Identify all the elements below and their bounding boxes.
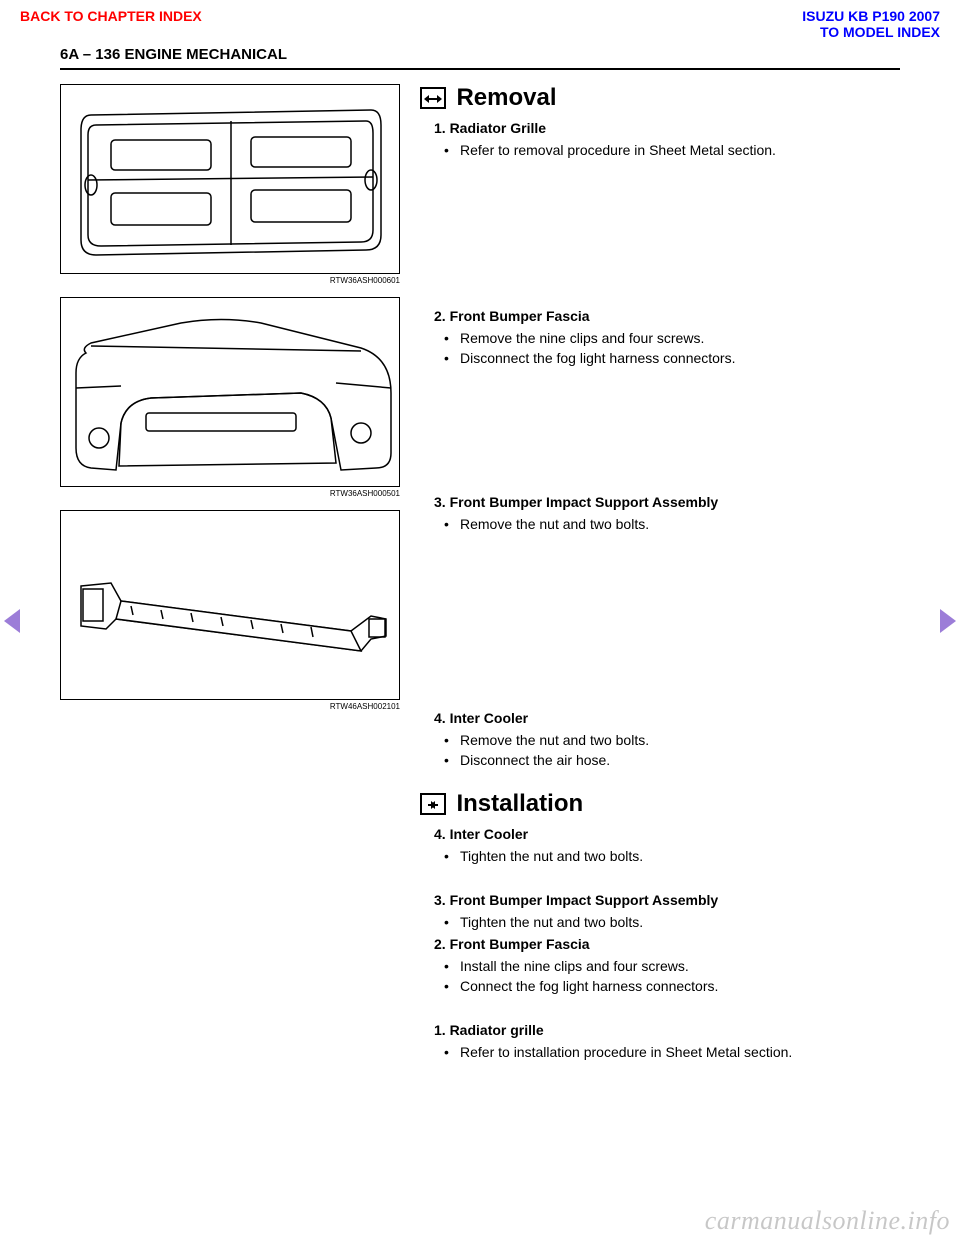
watermark: carmanualsonline.info — [705, 1206, 950, 1236]
text-column: Removal 1. Radiator Grille Refer to remo… — [420, 84, 900, 1064]
step-bullet: Disconnect the air hose. — [460, 752, 900, 768]
step-bullet: Install the nine clips and four screws. — [460, 958, 900, 974]
step-bullet: Refer to installation procedure in Sheet… — [460, 1044, 900, 1060]
page-header: 6A – 136 ENGINE MECHANICAL — [60, 46, 900, 70]
step-title: 4. Inter Cooler — [434, 710, 900, 726]
removal-title: Removal — [456, 84, 556, 112]
model-links: ISUZU KB P190 2007 TO MODEL INDEX — [802, 8, 940, 40]
step-bullet: Refer to removal procedure in Sheet Meta… — [460, 142, 900, 158]
radiator-grille-illustration — [61, 85, 400, 274]
step-title: 3. Front Bumper Impact Support Assembly — [434, 494, 900, 510]
figure-impact-support — [60, 510, 400, 700]
step-title: 3. Front Bumper Impact Support Assembly — [434, 892, 900, 908]
installation-title: Installation — [456, 790, 583, 818]
step-bullet: Remove the nut and two bolts. — [460, 516, 900, 532]
step-bullet: Remove the nut and two bolts. — [460, 732, 900, 748]
step-title: 2. Front Bumper Fascia — [434, 936, 900, 952]
figure-radiator-grille — [60, 84, 400, 274]
figure-caption: RTW36ASH000601 — [60, 276, 400, 285]
removal-icon — [420, 87, 446, 109]
page-header-text: 6A – 136 ENGINE MECHANICAL — [60, 46, 287, 63]
step-bullet: Disconnect the fog light harness connect… — [460, 350, 900, 366]
removal-heading: Removal — [420, 84, 900, 112]
main-columns: RTW36ASH000601 — [60, 84, 900, 1064]
top-nav: BACK TO CHAPTER INDEX ISUZU KB P190 2007… — [20, 8, 940, 40]
prev-page-arrow[interactable] — [4, 609, 20, 633]
figures-column: RTW36ASH000601 — [60, 84, 400, 1064]
step-bullet: Connect the fog light harness connectors… — [460, 978, 900, 994]
to-model-index-link[interactable]: TO MODEL INDEX — [802, 24, 940, 40]
step-bullet: Tighten the nut and two bolts. — [460, 848, 900, 864]
content-area: 6A – 136 ENGINE MECHANICAL — [20, 46, 940, 1064]
step-title: 4. Inter Cooler — [434, 826, 900, 842]
next-page-arrow[interactable] — [940, 609, 956, 633]
impact-support-illustration — [61, 511, 400, 700]
step-title: 1. Radiator grille — [434, 1022, 900, 1038]
page: BACK TO CHAPTER INDEX ISUZU KB P190 2007… — [0, 0, 960, 1242]
figure-bumper-fascia — [60, 297, 400, 487]
installation-heading: Installation — [420, 790, 900, 818]
model-name: ISUZU KB P190 2007 — [802, 8, 940, 24]
figure-caption: RTW36ASH000501 — [60, 489, 400, 498]
step-title: 2. Front Bumper Fascia — [434, 308, 900, 324]
figure-caption: RTW46ASH002101 — [60, 702, 400, 711]
back-to-chapter-link[interactable]: BACK TO CHAPTER INDEX — [20, 8, 202, 24]
step-title: 1. Radiator Grille — [434, 120, 900, 136]
step-bullet: Remove the nine clips and four screws. — [460, 330, 900, 346]
installation-icon — [420, 793, 446, 815]
bumper-fascia-illustration — [61, 298, 400, 487]
step-bullet: Tighten the nut and two bolts. — [460, 914, 900, 930]
